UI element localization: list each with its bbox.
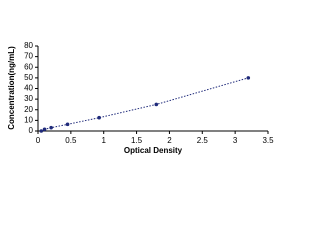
- y-tick-label: 50: [24, 73, 33, 82]
- data-point: [246, 76, 251, 80]
- x-tick-label: 0: [36, 136, 41, 145]
- y-tick-label: 30: [24, 94, 33, 103]
- y-tick-label: 0: [29, 126, 34, 135]
- y-tick-label: 80: [24, 41, 33, 50]
- x-tick-label: 3: [233, 136, 238, 145]
- data-point: [65, 122, 70, 127]
- x-tick-label: 3.5: [262, 136, 274, 145]
- y-tick-label: 60: [24, 62, 33, 71]
- y-tick-label: 70: [24, 52, 33, 61]
- y-tick-label: 40: [24, 84, 33, 93]
- chart: Optical Density Concentration(ng/mL) 010…: [7, 41, 274, 155]
- data-point: [97, 115, 101, 120]
- x-axis-label: Optical Density: [124, 146, 183, 155]
- y-tick-label: 20: [24, 105, 33, 114]
- data-point: [39, 129, 44, 133]
- data-point: [154, 102, 159, 107]
- x-tick-label: 0.5: [65, 136, 77, 145]
- x-tick-label: 1: [101, 136, 106, 145]
- y-axis-label: Concentration(ng/mL): [7, 46, 16, 130]
- data-point: [49, 125, 53, 130]
- x-tick-label: 2.5: [197, 136, 209, 145]
- x-tick-label: 2: [167, 136, 172, 145]
- fit-line: [41, 77, 249, 132]
- x-tick-label: 1.5: [131, 136, 143, 145]
- data-point: [42, 127, 47, 132]
- y-tick-label: 10: [24, 115, 33, 124]
